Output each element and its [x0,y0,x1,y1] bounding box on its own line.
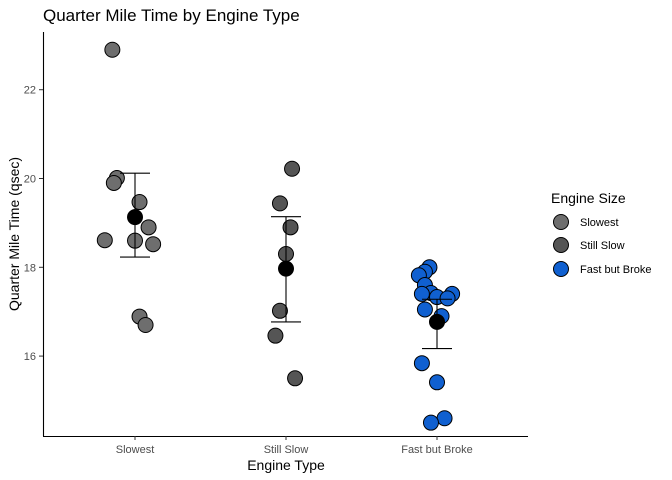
data-point [287,370,304,387]
x-tick-label: Fast but Broke [401,444,473,456]
x-ticks: Slowest Still Slow Fast but Broke [116,436,473,456]
data-point [140,219,157,236]
data-point [137,317,154,334]
data-point [105,174,122,191]
data-point [131,194,148,211]
plot-area: 16 18 20 22 Slowest Still Slow Fast but Broke [24,32,528,456]
legend-label: Slowest [580,217,619,229]
mean-point [278,260,294,277]
y-tick-label: 18 [24,262,36,274]
data-point [267,327,284,344]
legend-label: Still Slow [580,240,625,252]
data-point [145,236,162,253]
x-tick-label: Slowest [116,444,155,456]
data-point [416,301,433,318]
y-ticks: 16 18 20 22 [24,85,43,363]
data-point [413,285,430,302]
legend-key-marker [553,261,569,277]
legend-key-marker [553,237,569,253]
chart-title: Quarter Mile Time by Engine Type [43,6,300,25]
data-point [96,232,113,249]
y-tick-label: 20 [24,174,36,186]
y-axis-title: Quarter Mile Time (qsec) [6,157,22,311]
y-tick-label: 16 [24,351,36,363]
legend-label: Fast but Broke [580,264,652,276]
data-point [284,160,301,177]
data-points [96,41,461,431]
data-point [436,410,453,427]
data-point [104,41,121,58]
y-tick-label: 22 [24,85,36,97]
data-point [271,195,288,212]
data-point [439,290,456,307]
legend-key-marker [553,214,569,230]
data-point [413,355,430,372]
data-point [271,302,288,319]
data-point [429,374,445,391]
x-axis-title: Engine Type [247,457,325,473]
legend-title: Engine Size [551,190,626,206]
data-point [422,414,439,431]
error-bars [120,172,452,350]
data-point [282,219,299,236]
x-tick-label: Still Slow [264,444,309,456]
mean-point [429,313,445,330]
mean-point [127,209,143,226]
legend: Engine Size Slowest Still Slow Fast but Br… [551,190,652,277]
